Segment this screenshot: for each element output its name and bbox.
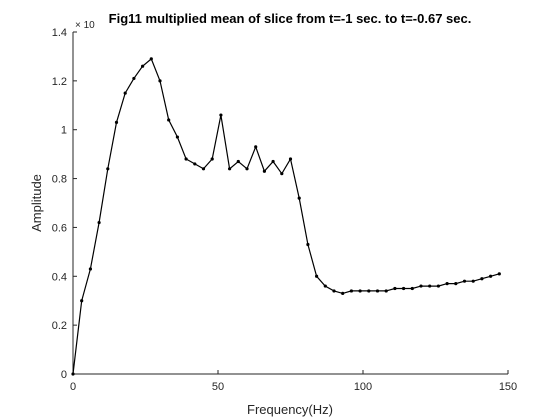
x-tick-label: 100	[354, 381, 372, 393]
data-point	[167, 118, 171, 122]
data-point	[210, 157, 214, 161]
data-point	[114, 120, 119, 124]
data-point	[219, 113, 223, 117]
y-tick-label: 0.8	[52, 174, 67, 186]
data-point	[445, 282, 449, 286]
data-point	[106, 167, 110, 171]
series-group	[71, 57, 501, 376]
ticks: 0 50 100 150 0 0.2 0.4 0.6 0.8 1 1.2 1.4	[52, 27, 517, 393]
data-point	[201, 167, 206, 171]
data-point	[402, 286, 406, 291]
data-point	[315, 274, 319, 278]
data-point	[80, 299, 84, 303]
data-point	[306, 242, 310, 247]
data-point	[341, 291, 345, 295]
x-tick-label: 0	[70, 381, 76, 393]
data-point	[462, 279, 467, 283]
axes	[72, 32, 508, 375]
data-point	[71, 372, 75, 376]
y-tick-label: 0.2	[52, 320, 67, 332]
data-point	[384, 289, 388, 293]
y-tick-label: 0.4	[52, 271, 67, 283]
data-point	[149, 57, 153, 61]
y-axis-label: Amplitude	[29, 174, 44, 232]
x-tick-label: 150	[499, 381, 517, 393]
data-point	[489, 274, 493, 278]
data-point	[428, 284, 432, 288]
x-tick-label: 50	[212, 381, 224, 393]
data-point	[497, 272, 501, 276]
data-point	[375, 289, 380, 293]
data-point	[97, 220, 101, 225]
data-point	[367, 289, 371, 293]
data-point	[454, 282, 458, 286]
data-point	[480, 277, 484, 281]
x-axis-label: Frequency(Hz)	[247, 402, 333, 417]
data-point	[184, 157, 188, 161]
data-point	[262, 169, 266, 173]
data-point	[436, 284, 440, 288]
data-point	[280, 172, 284, 176]
data-point	[288, 157, 293, 161]
data-point	[332, 289, 336, 293]
y-tick-label: 0.6	[52, 222, 67, 234]
data-point	[132, 76, 136, 81]
data-point	[88, 267, 92, 271]
y-tick-label: 0	[61, 369, 67, 381]
data-point	[323, 284, 327, 288]
data-point	[158, 79, 162, 83]
data-point	[228, 167, 232, 171]
data-point	[271, 159, 275, 164]
plot-area	[73, 32, 508, 374]
y-tick-label: 1.2	[52, 76, 67, 88]
data-point	[123, 91, 127, 95]
data-point	[419, 284, 423, 288]
data-point	[245, 167, 249, 171]
data-point	[254, 145, 258, 149]
chart-title: Fig11 multiplied mean of slice from t=-1…	[109, 11, 472, 26]
data-point	[175, 135, 179, 139]
y-tick-label: 1	[61, 125, 67, 137]
data-point	[393, 286, 397, 291]
data-point	[349, 289, 353, 293]
data-point	[358, 289, 362, 293]
data-point	[193, 162, 197, 166]
data-point	[141, 64, 145, 68]
data-point	[236, 159, 240, 164]
data-point	[297, 196, 301, 200]
y-tick-label: 1.4	[52, 27, 67, 39]
data-point	[471, 279, 475, 283]
data-point	[410, 286, 414, 291]
y-exponent-label: × 10	[75, 20, 95, 31]
